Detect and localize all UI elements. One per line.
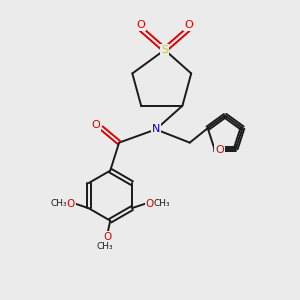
Text: O: O bbox=[184, 20, 193, 30]
Text: O: O bbox=[146, 199, 154, 209]
Text: O: O bbox=[215, 145, 224, 155]
Text: N: N bbox=[152, 124, 160, 134]
Text: O: O bbox=[92, 120, 100, 130]
Text: O: O bbox=[103, 232, 111, 242]
Text: S: S bbox=[161, 45, 168, 55]
Text: O: O bbox=[137, 20, 146, 30]
Text: O: O bbox=[67, 199, 75, 209]
Text: CH₃: CH₃ bbox=[154, 199, 170, 208]
Text: CH₃: CH₃ bbox=[50, 199, 67, 208]
Text: CH₃: CH₃ bbox=[96, 242, 113, 251]
